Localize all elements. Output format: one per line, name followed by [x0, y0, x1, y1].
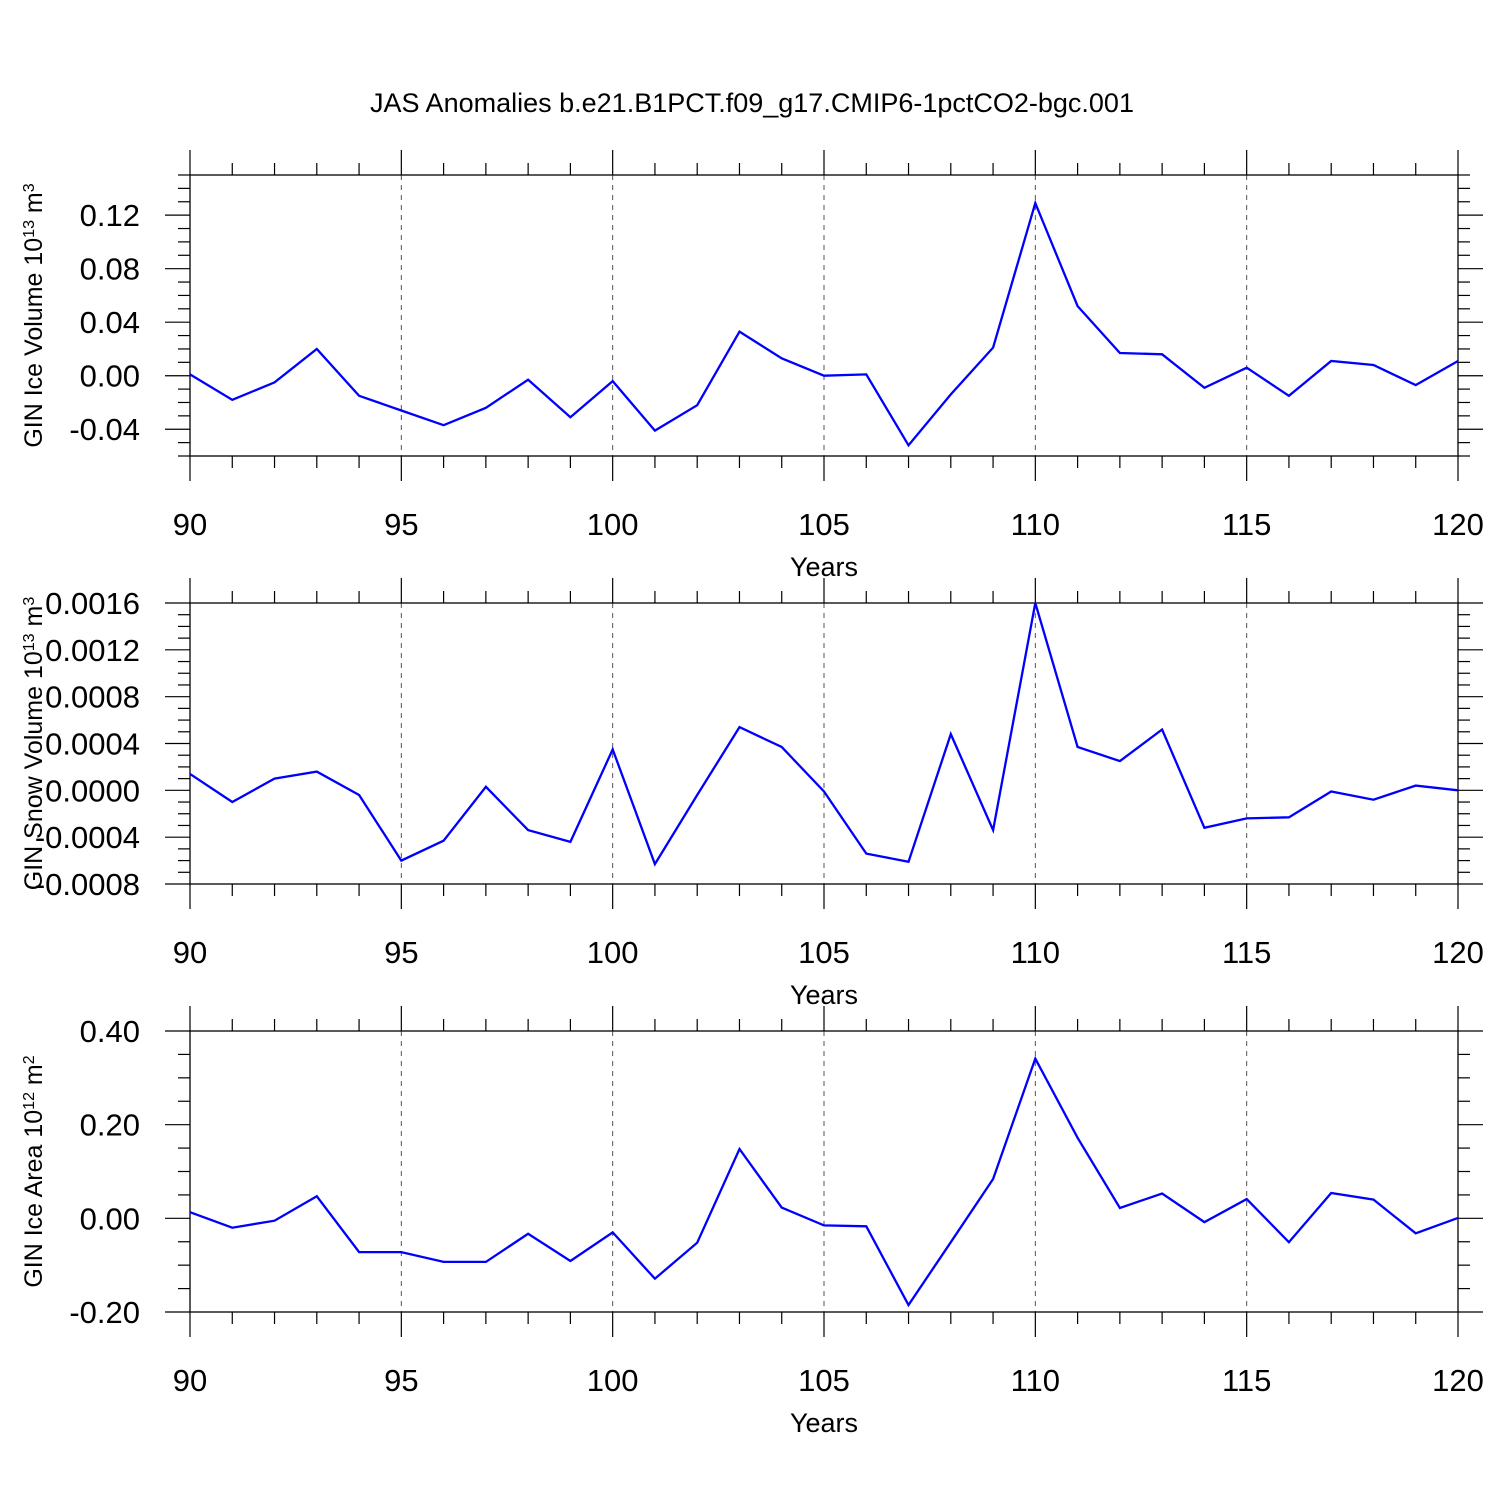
x-tick-label: 105 — [798, 507, 850, 542]
y-axis-label-unit-exponent: 3 — [21, 597, 38, 606]
x-tick-label: 105 — [798, 1363, 850, 1398]
series-line — [189, 1055, 1459, 1308]
x-tick-label: 110 — [1011, 507, 1060, 542]
y-tick-label: -0.20 — [69, 1295, 140, 1330]
panel-3: -0.20 0.00 0.20 0.40 90 95 100 105 110 115 120 Year… — [20, 1006, 1484, 1438]
x-axis-label: Years — [790, 552, 858, 582]
x-tick-label: 115 — [1222, 507, 1271, 542]
x-tick-label: 95 — [384, 935, 418, 970]
y-axis-label-unit: m — [20, 192, 48, 220]
y-tick-label: 0.20 — [80, 1108, 140, 1143]
y-axis-label-text: GIN Ice Area 10 — [20, 1110, 48, 1288]
x-tick-label: 115 — [1222, 935, 1271, 970]
y-axis-label-text: GIN Snow Volume 10 — [20, 651, 48, 890]
y-axis-label: GIN Ice Volume 1013 m3 — [20, 183, 48, 447]
x-tick-label: 110 — [1011, 1363, 1060, 1398]
x-tick-label: 95 — [384, 507, 418, 542]
x-axis-label: Years — [790, 1408, 858, 1438]
y-tick-label: 0.40 — [80, 1014, 140, 1049]
y-tick-label: 0.0012 — [45, 633, 140, 668]
y-tick-label: 0.00 — [80, 359, 140, 394]
y-tick-label: 0.0008 — [45, 680, 140, 715]
y-tick-label: 0.08 — [80, 252, 140, 287]
x-tick-label: 95 — [384, 1363, 418, 1398]
x-tick-label: 100 — [587, 507, 639, 542]
y-tick-label: 0.00 — [80, 1201, 140, 1236]
x-tick-label: 120 — [1432, 507, 1484, 542]
y-axis-label: GIN Snow Volume 1013 m3 — [20, 597, 48, 891]
y-axis-label-exponent: 13 — [21, 220, 38, 238]
y-tick-label: 0.12 — [80, 198, 140, 233]
y-tick-label: 0.0000 — [45, 773, 140, 808]
x-tick-label: 90 — [173, 935, 207, 970]
y-axis-label-unit-exponent: 2 — [21, 1055, 38, 1064]
panel-1: -0.04 0.00 0.04 0.08 0.12 90 95 100 105 110 115 120… — [20, 150, 1484, 582]
x-tick-label: 100 — [587, 1363, 639, 1398]
y-axis-label: GIN Ice Area 1012 m2 — [20, 1055, 48, 1287]
y-tick-label: -0.0004 — [35, 820, 140, 855]
x-tick-label: 115 — [1222, 1363, 1271, 1398]
y-axis-label-exponent: 13 — [21, 633, 38, 651]
x-axis-label: Years — [790, 980, 858, 1010]
y-axis-label-unit: m — [20, 606, 48, 634]
y-tick-label: 0.0004 — [45, 727, 140, 762]
y-tick-label: -0.04 — [69, 412, 140, 447]
y-tick-label: 0.0016 — [45, 586, 140, 621]
y-axis-label-exponent: 12 — [21, 1092, 38, 1110]
y-axis-label-unit: m — [20, 1064, 48, 1092]
x-tick-label: 105 — [798, 935, 850, 970]
x-tick-label: 110 — [1011, 935, 1060, 970]
x-tick-label: 100 — [587, 935, 639, 970]
series-line — [189, 602, 1459, 867]
y-tick-label: 0.04 — [80, 305, 140, 340]
y-axis-label-unit-exponent: 3 — [21, 183, 38, 192]
y-axis-label-text: GIN Ice Volume 10 — [20, 238, 48, 448]
figure-title: JAS Anomalies b.e21.B1PCT.f09_g17.CMIP6-… — [370, 88, 1134, 118]
x-tick-label: 120 — [1432, 1363, 1484, 1398]
x-tick-label: 90 — [173, 507, 207, 542]
y-tick-label: -0.0008 — [35, 867, 140, 902]
panel-2: -0.0008 -0.0004 0.0000 0.0004 0.0008 0.0012 0.… — [20, 578, 1484, 1010]
series-line — [189, 199, 1459, 448]
x-tick-label: 120 — [1432, 935, 1484, 970]
x-tick-label: 90 — [173, 1363, 207, 1398]
